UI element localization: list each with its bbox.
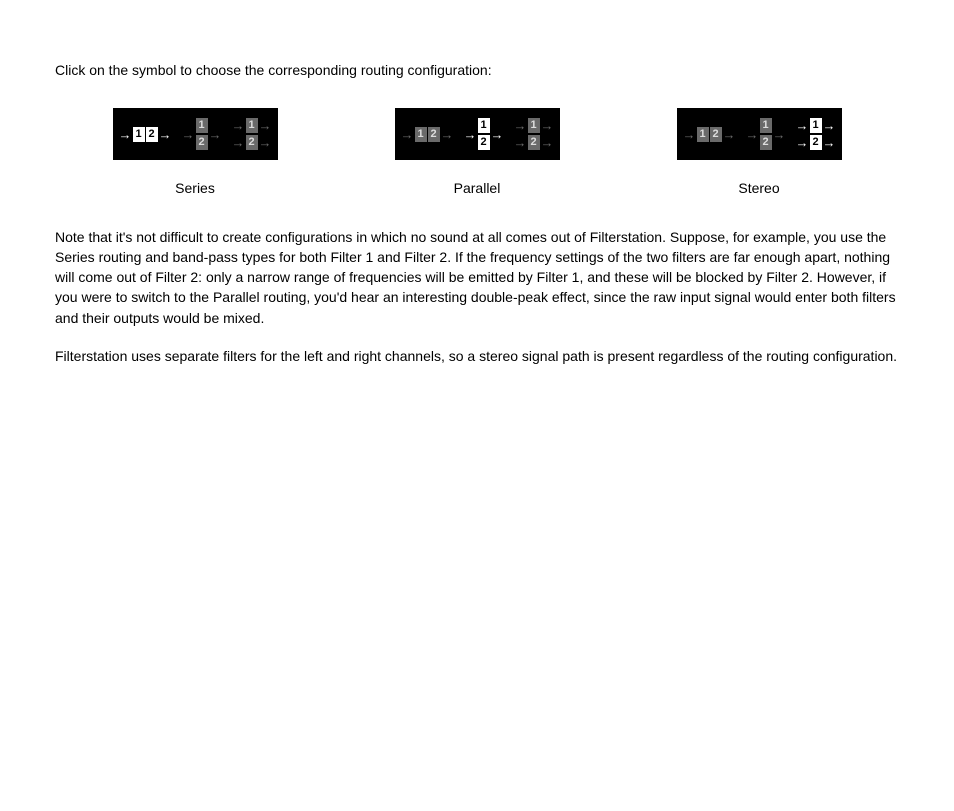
paragraph-1: Note that it's not difficult to create c… [55, 227, 899, 328]
routing-option-parallel: → 1 2 → → 1 2 → → 1 → → [377, 108, 577, 198]
intro-text: Click on the symbol to choose the corres… [55, 60, 899, 80]
arrow-icon: → [259, 136, 272, 149]
arrow-icon: → [441, 128, 454, 141]
filter-2-box: 2 [478, 135, 490, 150]
routing-parallel-button[interactable]: → 1 2 → → 1 2 → → 1 → → [395, 108, 560, 160]
arrow-icon: → [401, 128, 414, 141]
filter-2-box: 2 [710, 127, 722, 142]
routing-series-label: Series [175, 178, 215, 198]
filter-1-box: 1 [415, 127, 427, 142]
filter-2-box: 2 [528, 135, 540, 150]
arrow-icon: → [823, 136, 836, 149]
arrow-icon: → [232, 136, 245, 149]
arrow-icon: → [796, 119, 809, 132]
arrow-icon: → [182, 128, 195, 141]
routing-parallel-label: Parallel [454, 178, 501, 198]
routing-stereo-label: Stereo [738, 178, 779, 198]
routing-option-series: → 1 2 → → 1 2 → → 1 → → [95, 108, 295, 198]
arrow-icon: → [514, 136, 527, 149]
filter-1-box: 1 [697, 127, 709, 142]
routing-series-button[interactable]: → 1 2 → → 1 2 → → 1 → → [113, 108, 278, 160]
arrow-icon: → [464, 128, 477, 141]
arrow-icon: → [209, 128, 222, 141]
filter-1-box: 1 [528, 118, 540, 133]
filter-1-box: 1 [196, 118, 208, 133]
filter-1-box: 1 [133, 127, 145, 142]
routing-options-row: → 1 2 → → 1 2 → → 1 → → [95, 108, 859, 198]
arrow-icon: → [514, 119, 527, 132]
filter-1-box: 1 [760, 118, 772, 133]
filter-2-box: 2 [428, 127, 440, 142]
arrow-icon: → [746, 128, 759, 141]
arrow-icon: → [796, 136, 809, 149]
arrow-icon: → [541, 119, 554, 132]
arrow-icon: → [823, 119, 836, 132]
filter-2-box: 2 [760, 135, 772, 150]
arrow-icon: → [232, 119, 245, 132]
arrow-icon: → [541, 136, 554, 149]
arrow-icon: → [773, 128, 786, 141]
filter-2-box: 2 [246, 135, 258, 150]
arrow-icon: → [491, 128, 504, 141]
arrow-icon: → [159, 128, 172, 141]
arrow-icon: → [683, 128, 696, 141]
routing-option-stereo: → 1 2 → → 1 2 → → 1 → → [659, 108, 859, 198]
filter-2-box: 2 [196, 135, 208, 150]
filter-1-box: 1 [810, 118, 822, 133]
filter-2-box: 2 [146, 127, 158, 142]
filter-1-box: 1 [478, 118, 490, 133]
arrow-icon: → [723, 128, 736, 141]
filter-1-box: 1 [246, 118, 258, 133]
paragraph-2: Filterstation uses separate filters for … [55, 346, 899, 366]
filter-2-box: 2 [810, 135, 822, 150]
arrow-icon: → [259, 119, 272, 132]
arrow-icon: → [119, 128, 132, 141]
routing-stereo-button[interactable]: → 1 2 → → 1 2 → → 1 → → [677, 108, 842, 160]
